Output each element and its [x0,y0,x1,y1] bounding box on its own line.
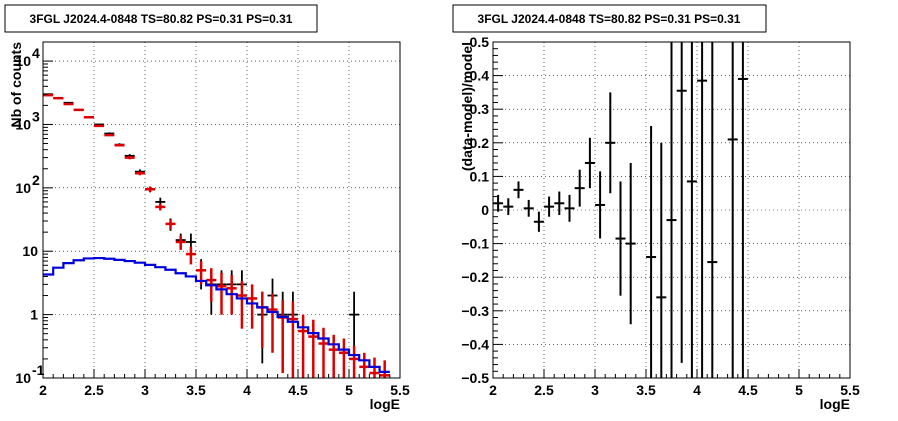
left-y-tick-exponent: 4 [32,45,40,61]
left-y-tick-exponent: -1 [32,362,45,378]
left-x-tick-label: 2.5 [84,382,104,398]
left-x-tick-label: 5 [345,382,353,398]
right-y-axis-title: (data-model)/model [459,42,475,171]
right-x-tick-label: 5.5 [840,382,860,398]
left-x-tick-label: 2 [39,382,47,398]
right-y-tick-label: −0.3 [461,303,489,319]
right-x-tick-label: 5 [795,382,803,398]
left-series [43,93,390,378]
right-x-tick-label: 2.5 [534,382,554,398]
left-gridlines [43,42,400,378]
right-y-tick-label: 0.3 [470,101,490,117]
right-y-tick-label: −0.2 [461,269,489,285]
left-chart: 3FGL J2024.4-0848 TS=80.82 PS=0.31 PS=0.… [4,4,410,412]
left-x-tick-label: 3 [141,382,149,398]
right-y-tick-label: 0.5 [470,34,490,50]
left-y-tick-label: 1 [30,307,38,323]
right-y-tick-label: 0.2 [470,135,490,151]
left-y-tick-exponent: 2 [32,172,40,188]
right-x-tick-label: 4 [693,382,701,398]
left-x-tick-label: 4 [243,382,251,398]
left-x-axis-title: logE [370,396,400,412]
right-x-tick-label: 2 [489,382,497,398]
left-plot-frame [42,41,401,379]
right-x-axis-title: logE [820,396,850,412]
right-x-tick-label: 3 [591,382,599,398]
left-y-tick-label: 10 [15,180,31,196]
right-y-tick-label: −0.5 [461,370,489,386]
right-series [493,42,748,378]
left-y-tick-label: 10 [15,116,31,132]
right-y-tick-label: 0 [481,202,489,218]
left-y-axis-title: Nb of counts [8,42,24,128]
left-blue-model-step-line [43,256,390,373]
left-chart-title: 3FGL J2024.4-0848 TS=80.82 PS=0.31 PS=0.… [30,12,293,26]
right-title-box [452,4,767,33]
left-x-tick-label: 5.5 [390,382,410,398]
right-gridlines [493,42,850,378]
left-x-tick-label: 3.5 [186,382,206,398]
left-y-tick-label: 10 [22,243,38,259]
left-y-tick-label: 10 [15,53,31,69]
right-x-tick-label: 3.5 [636,382,656,398]
left-y-tick-exponent: 3 [32,108,40,124]
right-tick-labels: 2 2.5 3 3.5 4 4.5 5 5.5 −0.5 −0.4 −0.3 −0.2 −0.1 0 0.1… [461,34,860,398]
right-chart: 3FGL J2024.4-0848 TS=80.82 PS=0.31 PS=0.… [452,4,860,412]
left-x-tick-label: 4.5 [288,382,308,398]
right-chart-title: 3FGL J2024.4-0848 TS=80.82 PS=0.31 PS=0.… [478,12,741,26]
left-y-tick-label: 10 [15,370,31,386]
right-y-tick-label: 0.1 [470,168,490,184]
right-y-tick-label: −0.1 [461,236,489,252]
right-y-tick-label: 0.4 [470,68,490,84]
left-title-box [4,4,318,33]
right-y-tick-label: −0.4 [461,336,489,352]
right-x-tick-label: 4.5 [738,382,758,398]
